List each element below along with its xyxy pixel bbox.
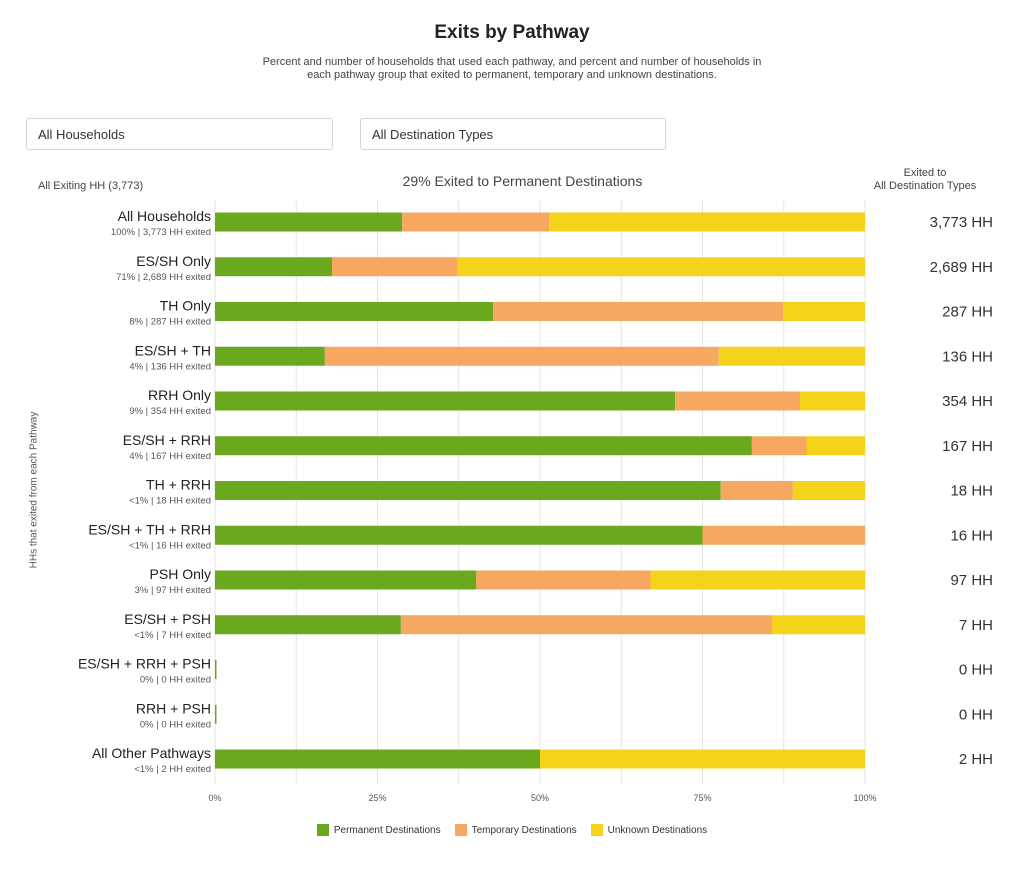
bar-segment-temporary [476,570,651,590]
bar-empty-marker [215,704,217,724]
row-total: 136 HH [942,348,993,365]
bar-segment-unknown [783,302,865,321]
x-tick-label: 0% [208,793,221,803]
bar-segment-permanent [215,436,752,456]
legend: Permanent Destinations Temporary Destina… [0,824,1024,836]
bar-segment-temporary [675,391,800,411]
legend-swatch-permanent [316,824,329,836]
bar-segment-temporary [751,436,807,456]
x-tick-label: 25% [368,793,386,803]
exited-to-header-line1: Exited to [903,167,947,179]
row-label: TH + RRH [146,477,211,493]
legend-label-unknown: Unknown Destinations [607,824,708,836]
bar-segment-unknown [650,570,865,590]
row-label: All Other Pathways [92,745,211,761]
destination-filter-value: All Destination Types [372,127,494,142]
x-tick-label: 100% [853,793,876,803]
row-sublabel: 100% | 3,773 HH exited [111,227,211,238]
row-label: ES/SH + RRH + PSH [78,656,211,672]
bar-segment-permanent [215,525,703,545]
legend-label-temporary: Temporary Destinations [471,824,577,836]
row-label: PSH Only [150,566,211,582]
bar-segment-temporary [402,212,550,232]
bar-segment-permanent [215,615,401,635]
bar-segment-unknown [772,615,865,635]
legend-label-permanent: Permanent Destinations [333,824,441,836]
row-sublabel: 0% | 0 HH exited [140,675,211,686]
bar-segment-permanent [215,570,477,590]
row-label: ES/SH + TH + RRH [88,521,211,537]
row-total: 0 HH [959,662,993,679]
row-label: ES/SH + RRH [123,432,211,448]
row-label: All Households [118,208,211,224]
row-total: 2 HH [959,751,993,768]
row-label: RRH + PSH [136,700,211,716]
x-tick-label: 75% [693,793,711,803]
bar-segment-permanent [215,346,325,366]
row-label: RRH Only [148,387,211,403]
bar-segment-permanent [215,302,494,321]
bar-segment-temporary [400,615,773,635]
legend-item-temporary: Temporary Destinations [454,824,577,836]
row-sublabel: <1% | 2 HH exited [134,764,211,775]
bar-segment-unknown [800,391,865,411]
exited-to-header-line2: All Destination Types [873,180,977,192]
row-total: 2,689 HH [930,259,993,276]
bar-segment-temporary [720,481,793,500]
bar-segment-permanent [215,257,332,277]
bar-segment-temporary [324,346,719,366]
row-sublabel: 4% | 136 HH exited [129,361,211,372]
bar-segment-unknown [540,749,865,769]
row-sublabel: 8% | 287 HH exited [129,317,211,328]
row-total: 287 HH [942,304,993,321]
row-total: 354 HH [942,393,993,410]
x-tick-label: 50% [531,793,549,803]
permanent-summary: 29% Exited to Permanent Destinations [402,173,643,189]
legend-swatch-temporary [454,824,467,836]
legend-swatch-unknown [590,824,603,836]
bar-segment-temporary [702,525,865,545]
household-filter-dropdown[interactable]: All Households [26,118,333,150]
row-label: ES/SH Only [136,253,211,269]
bar-segment-permanent [215,481,721,500]
row-total: 18 HH [950,483,993,500]
row-sublabel: 3% | 97 HH exited [135,585,211,596]
row-sublabel: <1% | 18 HH exited [129,496,211,507]
exited-to-header: Exited to All Destination Types [862,167,988,193]
row-total: 167 HH [942,438,993,455]
row-label: ES/SH + TH [135,342,211,358]
bar-segment-permanent [215,749,540,769]
bar-segment-permanent [215,212,403,232]
row-label: TH Only [160,298,211,314]
bar-segment-unknown [549,212,865,232]
row-total: 97 HH [950,572,993,589]
legend-item-unknown: Unknown Destinations [590,824,708,836]
row-sublabel: 71% | 2,689 HH exited [116,272,211,283]
bar-segment-unknown [806,436,865,456]
destination-filter-dropdown[interactable]: All Destination Types [360,118,666,150]
row-sublabel: 0% | 0 HH exited [140,719,211,730]
household-filter-value: All Households [38,127,125,142]
bar-segment-temporary [332,257,458,277]
all-exiting-label: All Exiting HH (3,773) [38,180,144,192]
chart-subtitle: Percent and number of households that us… [262,56,762,81]
row-sublabel: 9% | 354 HH exited [129,406,211,417]
bar-segment-unknown [792,481,865,500]
row-total: 16 HH [950,527,993,544]
row-sublabel: <1% | 7 HH exited [134,630,211,641]
row-total: 3,773 HH [930,214,993,231]
row-sublabel: 4% | 167 HH exited [129,451,211,462]
row-sublabel: <1% | 16 HH exited [129,540,211,551]
row-total: 7 HH [959,617,993,634]
legend-item-permanent: Permanent Destinations [316,824,441,836]
bar-empty-marker [215,660,217,679]
bar-segment-unknown [718,346,865,366]
row-total: 0 HH [959,706,993,723]
bar-segment-permanent [215,391,676,411]
chart-title: Exits by Pathway [434,22,590,43]
bar-segment-temporary [493,302,784,321]
row-label: ES/SH + PSH [124,611,211,627]
bar-segment-unknown [457,257,865,277]
